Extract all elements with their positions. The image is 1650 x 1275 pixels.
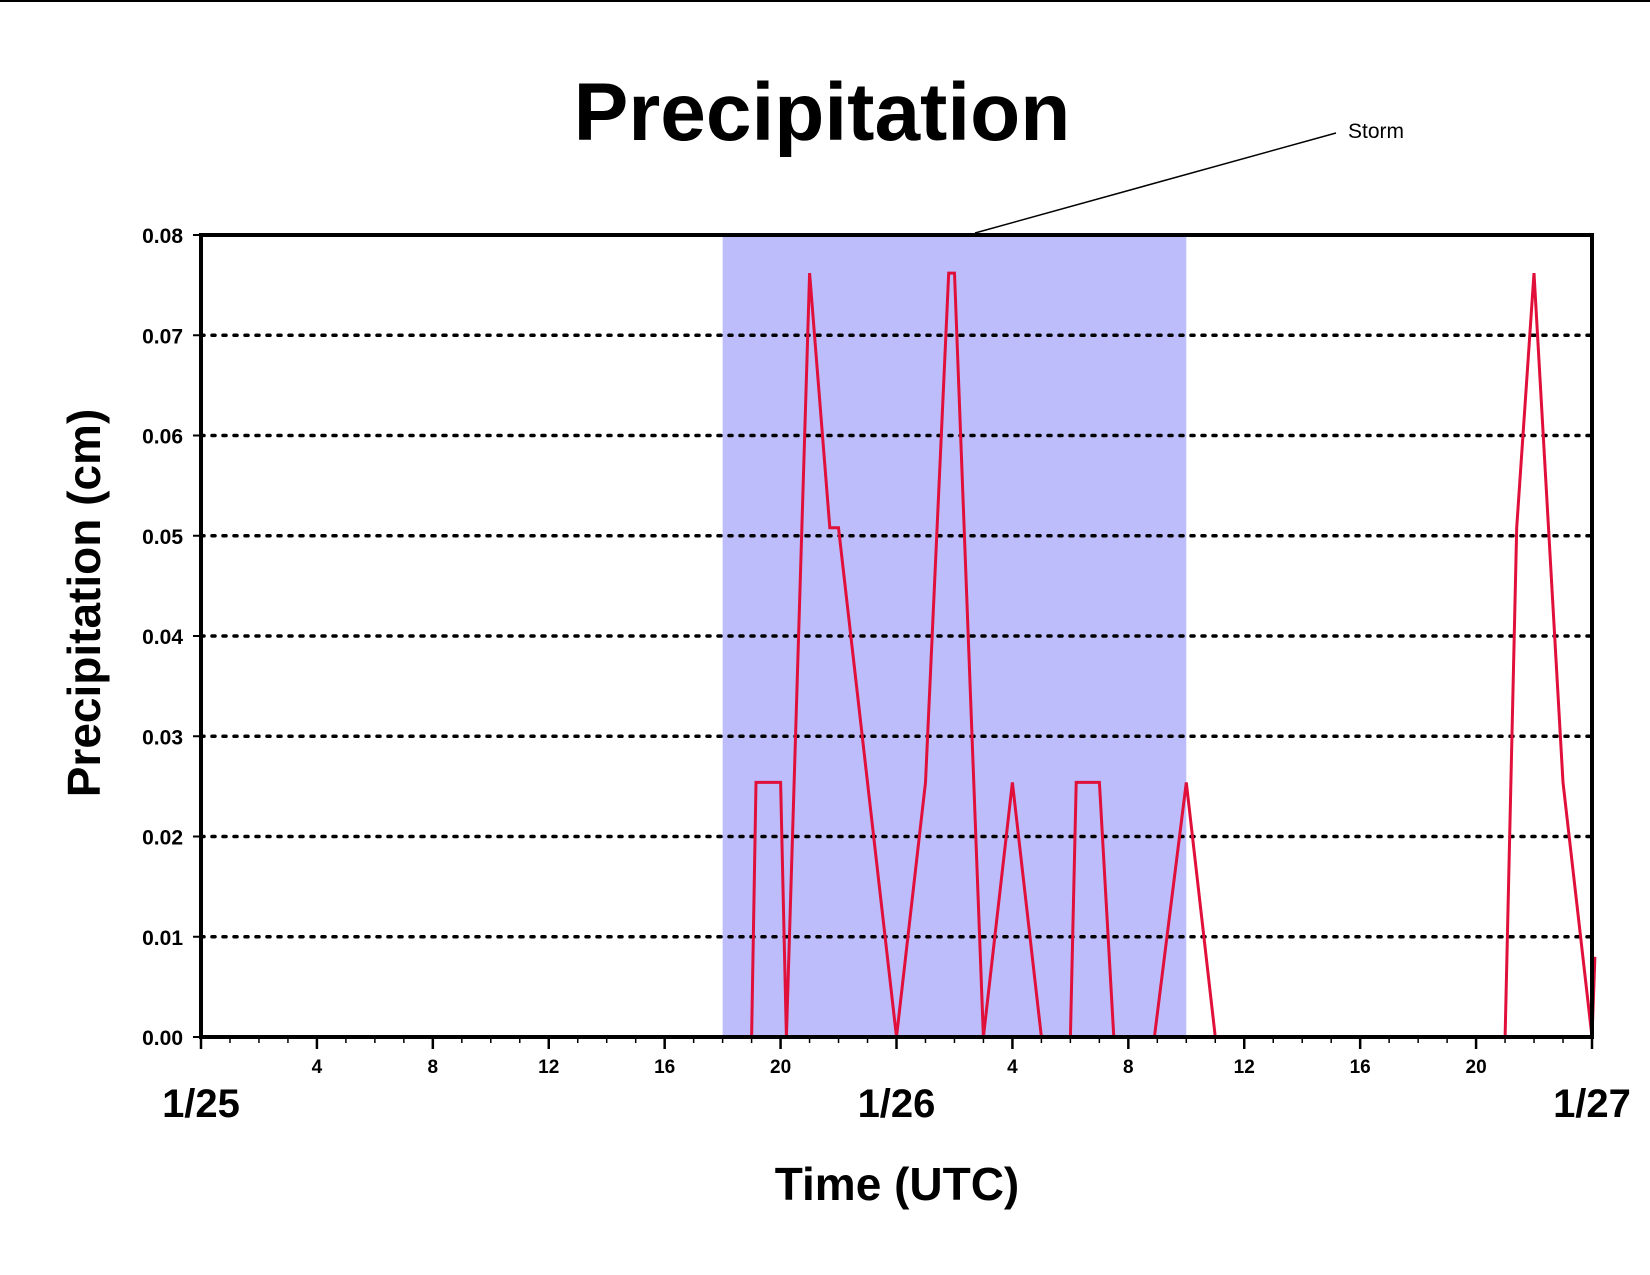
x-tick-label: 12	[538, 1057, 559, 1078]
chart-title: Precipitation	[574, 67, 1071, 158]
x-tick-label: 8	[1123, 1057, 1134, 1078]
x-day-label: 1/27	[1553, 1082, 1631, 1126]
x-tick-label: 20	[770, 1057, 791, 1078]
y-tick-label: 0.08	[142, 225, 183, 248]
y-tick-label: 0.02	[142, 827, 183, 850]
storm-leader-line	[974, 132, 1337, 234]
y-tick-label: 0.04	[142, 626, 183, 649]
y-axis-label: Precipitation (cm)	[58, 409, 110, 798]
y-tick-label: 0.03	[142, 726, 183, 749]
storm-annotation: Storm	[974, 120, 1404, 234]
y-tick-label: 0.01	[142, 927, 183, 950]
x-tick-label: 4	[1007, 1057, 1018, 1078]
y-tick-label: 0.07	[142, 325, 183, 348]
gridlines	[199, 333, 1594, 939]
precipitation-series-line	[201, 271, 1597, 1039]
x-tick-label: 8	[428, 1057, 439, 1078]
y-tick-label: 0.06	[142, 426, 183, 449]
x-axis-ticks: 4 8 12 16 20 4 8 12 16 20 1/25 1/26 1/27	[162, 1037, 1631, 1126]
y-tick-label: 0.00	[142, 1027, 183, 1050]
x-axis-label: Time (UTC)	[775, 1158, 1020, 1210]
y-axis-ticks: 0.00 0.01 0.02 0.03 0.04 0.05 0.06 0.07 0.08	[142, 225, 201, 1050]
x-tick-label: 16	[654, 1057, 675, 1078]
x-day-label: 1/25	[162, 1082, 240, 1126]
series-layer	[201, 271, 1597, 1039]
y-tick-label: 0.05	[142, 526, 183, 549]
top-border	[0, 0, 1650, 2]
storm-label: Storm	[1348, 120, 1404, 143]
x-day-label: 1/26	[858, 1082, 936, 1126]
x-tick-label: 4	[312, 1057, 323, 1078]
x-tick-label: 12	[1234, 1057, 1255, 1078]
x-tick-label: 20	[1466, 1057, 1487, 1078]
x-tick-label: 16	[1350, 1057, 1371, 1078]
